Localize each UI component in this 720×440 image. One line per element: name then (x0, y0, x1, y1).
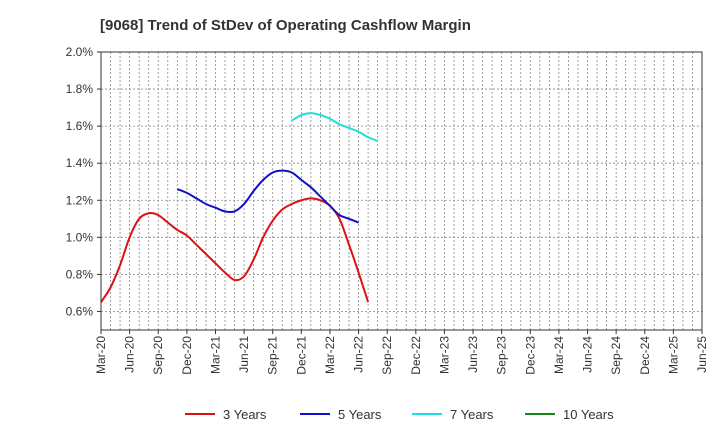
x-tick-label: Mar-21 (208, 336, 222, 374)
y-tick-label: 1.2% (66, 193, 94, 207)
y-tick-label: 1.0% (66, 230, 94, 244)
x-tick-label: Jun-22 (352, 336, 366, 373)
x-tick-label: Mar-25 (666, 336, 680, 374)
x-tick-label: Mar-24 (552, 336, 566, 374)
legend-label-3-years: 3 Years (223, 407, 267, 422)
x-tick-label: Mar-20 (94, 336, 108, 374)
x-tick-label: Dec-24 (638, 336, 652, 375)
legend: 3 Years 5 Years 7 Years 10 Years (185, 407, 614, 422)
x-axis: Mar-20 Jun-20 Sep-20 Dec-20 Mar-21 Jun-21 Sep-… (94, 330, 709, 375)
x-tick-label: Dec-20 (180, 336, 194, 375)
x-tick-label: Mar-23 (437, 336, 451, 374)
x-tick-label: Sep-20 (151, 336, 165, 375)
x-tick-label: Mar-22 (323, 336, 337, 374)
x-tick-label: Jun-23 (466, 336, 480, 373)
plot-area (101, 52, 702, 330)
x-tick-label: Jun-21 (237, 336, 251, 373)
x-tick-label: Dec-22 (409, 336, 423, 375)
y-tick-label: 2.0% (66, 45, 94, 59)
y-tick-label: 1.8% (66, 82, 94, 96)
x-tick-label: Sep-23 (495, 336, 509, 375)
x-tick-label: Dec-23 (523, 336, 537, 375)
chart-title: [9068] Trend of StDev of Operating Cashf… (100, 17, 471, 34)
x-tick-label: Jun-20 (123, 336, 137, 373)
x-tick-label: Jun-25 (695, 336, 709, 373)
legend-label-7-years: 7 Years (450, 407, 494, 422)
y-tick-label: 1.6% (66, 119, 94, 133)
y-tick-label: 1.4% (66, 156, 94, 170)
y-tick-label: 0.6% (66, 304, 94, 318)
series-group (100, 112, 379, 303)
series-line-5-years (176, 169, 359, 224)
x-tick-label: Sep-22 (380, 336, 394, 375)
plot-border (100, 51, 703, 331)
x-tick-label: Jun-24 (581, 336, 595, 373)
y-axis: 0.6% 0.8% 1.0% 1.2% 1.4% 1.6% 1.8% 2.0% (66, 45, 101, 318)
legend-label-10-years: 10 Years (563, 407, 614, 422)
x-tick-label: Sep-21 (266, 336, 280, 375)
series-line-3-years (100, 197, 370, 303)
x-tick-label: Dec-21 (294, 336, 308, 375)
x-tick-label: Sep-24 (609, 336, 623, 375)
y-tick-label: 0.8% (66, 267, 94, 281)
series-line-7-years (291, 112, 379, 142)
legend-label-5-years: 5 Years (338, 407, 382, 422)
